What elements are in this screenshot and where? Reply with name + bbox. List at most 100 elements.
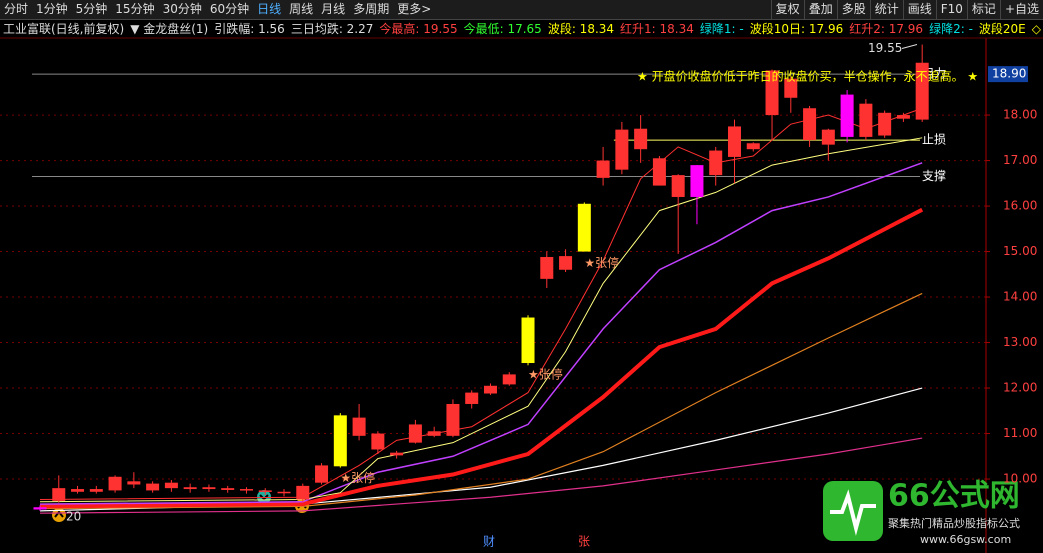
header-item: 引跌幅: 1.56 (214, 22, 285, 36)
limit-up-label: ★张停 (528, 367, 563, 382)
toolbar-button[interactable]: +自选 (999, 0, 1043, 19)
signal-icon (257, 490, 271, 504)
toolbar-tab[interactable]: 分时 (4, 2, 29, 16)
header-item: 红升1: 18.34 (620, 22, 694, 36)
toolbar-tab[interactable]: 1分钟 (36, 2, 68, 16)
candle-body (333, 415, 347, 467)
watermark-logo: 66公式网 (888, 479, 1020, 514)
signal-icon-arrow (259, 494, 269, 501)
header: 工业富联(日线,前复权) ▼ 金龙盘丝(1) 引跌幅: 1.56 三日均跌: 2.27… (0, 20, 1043, 38)
signal-icon-arrow (54, 510, 64, 518)
y-tick-label: 14.00 (1003, 290, 1037, 304)
candle-body (634, 128, 648, 150)
candle-body (483, 385, 497, 394)
toolbar-tab[interactable]: 30分钟 (162, 2, 202, 16)
candle-body (183, 487, 197, 490)
toolbar-button[interactable]: 多股 (836, 0, 870, 19)
toolbar-tab[interactable]: 多周期 (353, 2, 390, 16)
toolbar-tab[interactable]: 周线 (289, 2, 314, 16)
level-label: 止损 (922, 133, 946, 147)
header-item: ▼ 金龙盘丝(1) (130, 22, 209, 36)
header-item: 波段: 18.34 (547, 22, 615, 36)
toolbar-tab[interactable]: 更多> (397, 2, 432, 16)
bottom-mark: 张 (578, 535, 590, 549)
logo-pulse (830, 489, 876, 536)
ma-line (39, 137, 923, 503)
y-tick-label: 11.00 (1003, 426, 1037, 440)
candle-body (146, 483, 160, 491)
toolbar-button[interactable]: 统计 (869, 0, 903, 19)
candle-body (277, 491, 291, 494)
candle-body (803, 108, 817, 141)
candle-body (296, 485, 310, 500)
candle-body (164, 482, 178, 489)
candle-body (127, 481, 141, 485)
toolbar-tab[interactable]: 5分钟 (75, 2, 108, 16)
bottom-mark: 财 (483, 535, 495, 549)
candle-body (89, 489, 103, 492)
header-item: 今最低: 17.65 (463, 22, 542, 36)
candle-body (727, 126, 741, 157)
header-item: 绿降2: - (929, 22, 973, 36)
candle-body (652, 158, 666, 186)
candle-body (108, 476, 122, 491)
note: ★ 开盘价收盘价低于昨日的收盘价买，半仓操作，永不追高。 ★ (637, 69, 978, 84)
candle-body (408, 424, 422, 443)
candle-body (33, 507, 47, 510)
candle-body (821, 129, 835, 145)
toolbar-button[interactable]: 标记 (966, 0, 1000, 19)
candle-body (746, 143, 760, 150)
toolbar-tab[interactable]: 60分钟 (209, 2, 250, 16)
candle-body (784, 78, 798, 98)
price-tag (988, 66, 1028, 83)
ma-line (39, 437, 923, 514)
candle-body (521, 317, 535, 364)
header-item: 红升2: 17.96 (849, 22, 924, 36)
header-item: 绿降1: - (699, 22, 744, 36)
candle-body (840, 94, 854, 137)
candle-body (71, 489, 85, 492)
ma-line (39, 387, 923, 512)
toolbar-tab[interactable]: 15分钟 (115, 2, 155, 16)
toolbar-button[interactable]: 叠加 (803, 0, 837, 19)
toolbar-tab[interactable]: 月线 (321, 2, 346, 16)
candle-body (446, 403, 460, 436)
candle-body (315, 465, 329, 483)
candle-body (371, 433, 385, 450)
candle-body (352, 417, 366, 436)
candle-body (577, 203, 591, 252)
toolbar-button[interactable]: 画线 (902, 0, 936, 19)
candle-body (896, 115, 910, 119)
candle-body (878, 112, 892, 136)
toolbar-button[interactable]: F10 (935, 0, 967, 19)
candle-body (202, 487, 216, 490)
limit-up-label: ★张停 (340, 470, 375, 485)
y-tick-label: 10.00 (1003, 472, 1037, 486)
toolbar-tab[interactable]: 日线 (257, 2, 282, 16)
candle-body (615, 129, 629, 170)
candle-body (258, 490, 272, 492)
candle-body (859, 103, 873, 137)
ma-line (39, 162, 923, 505)
signal-icon (52, 508, 66, 522)
candle-body (52, 488, 66, 501)
header-item: ◇ (1031, 22, 1041, 36)
candle-body (239, 489, 253, 491)
price-tag-label: 18.90 (992, 67, 1026, 81)
signal-label: 20 (66, 510, 81, 524)
ma-line (39, 292, 923, 510)
ma-line (39, 207, 924, 509)
toolbar-button[interactable]: 复权 (770, 0, 804, 19)
y-tick-label: 18.00 (1003, 108, 1037, 122)
y-tick-label: 15.00 (1003, 244, 1037, 258)
toolbar-right: 复权 叠加 多股 统计 画线 F10 标记 +自选 (770, 0, 1043, 19)
high-marker-arrow (901, 44, 918, 50)
toolbar: 分时 1分钟 5分钟 15分钟 30分钟 60分钟 日线 周线 月线 多周期 更多> 复权 叠加 多股 统计… (0, 0, 1043, 20)
toolbar-left: 分时 1分钟 5分钟 15分钟 30分钟 60分钟 日线 周线 月线 多周期 更多> (0, 0, 435, 19)
ma-line (39, 107, 923, 501)
y-tick-label: 12.00 (1003, 381, 1037, 395)
candle-body (221, 488, 235, 490)
candle-body (709, 150, 723, 176)
header-item: 工业富联(日线,前复权) (3, 22, 125, 36)
